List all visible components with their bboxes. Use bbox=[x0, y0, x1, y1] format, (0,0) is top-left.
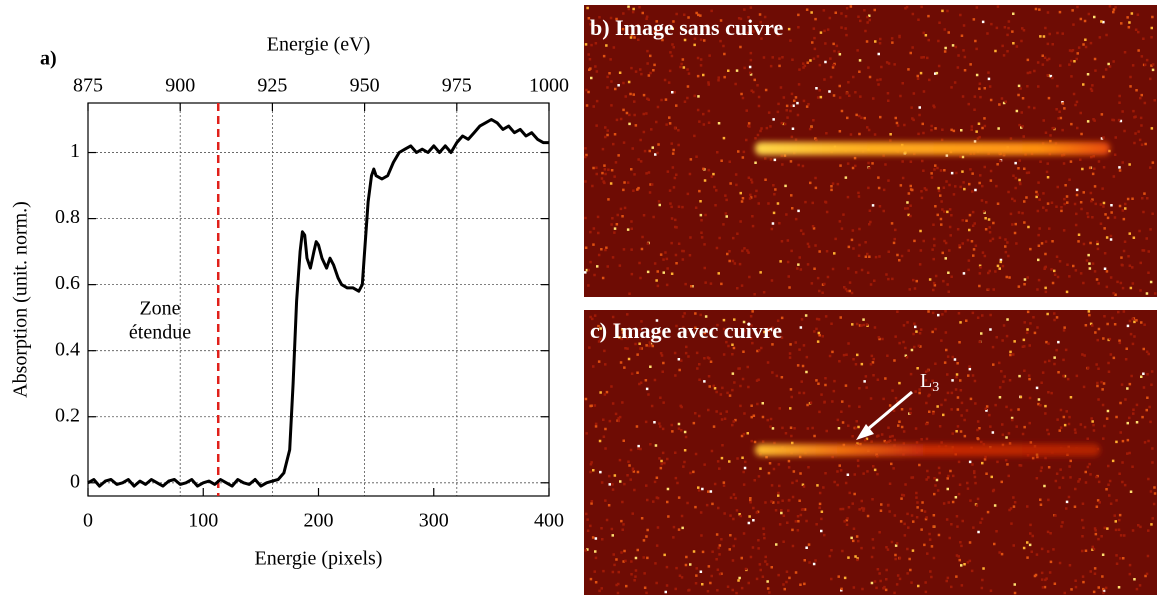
y-tick-label: 0.8 bbox=[55, 206, 80, 228]
x2-tick-label: 975 bbox=[442, 75, 472, 97]
data-line bbox=[87, 118, 549, 488]
image-b: b) Image sans cuivre bbox=[584, 5, 1157, 297]
streak bbox=[755, 142, 1110, 155]
arrow-head bbox=[856, 424, 874, 440]
x-tick-label: 100 bbox=[188, 510, 218, 532]
speckle bbox=[584, 310, 1156, 595]
x-tick-label: 0 bbox=[83, 510, 93, 532]
x-tick-label: 300 bbox=[419, 510, 449, 532]
annotation: étendue bbox=[129, 322, 191, 344]
y-tick-label: 0 bbox=[70, 470, 80, 492]
image-c: c) Image avec cuivre L3 bbox=[584, 310, 1157, 595]
x2-tick-label: 875 bbox=[73, 75, 103, 97]
image-label: b) Image sans cuivre bbox=[590, 15, 784, 40]
annotation: Zone bbox=[139, 298, 180, 320]
annotation-text: L bbox=[920, 370, 932, 392]
x2-tick-label: 900 bbox=[165, 75, 195, 97]
x-axis-label: Energie (pixels) bbox=[255, 548, 383, 570]
arrow bbox=[861, 390, 913, 436]
x-tick-label: 200 bbox=[304, 510, 334, 532]
y-tick-label: 0.2 bbox=[55, 404, 80, 426]
panel-label: a) bbox=[40, 48, 57, 70]
x2-axis-label: Energie (eV) bbox=[267, 34, 370, 56]
x2-tick-label: 925 bbox=[257, 75, 287, 97]
y-tick-label: 0.4 bbox=[55, 338, 80, 360]
speckles bbox=[584, 310, 1157, 595]
streak bbox=[755, 444, 1100, 456]
annotation-subscript: 3 bbox=[932, 380, 939, 395]
annotation: L3 bbox=[920, 370, 939, 396]
y-axis-label: Absorption (unit. norm.) bbox=[10, 201, 32, 398]
y-tick-label: 0.6 bbox=[55, 272, 80, 294]
x2-tick-label: 950 bbox=[350, 75, 380, 97]
image-label: c) Image avec cuivre bbox=[590, 318, 782, 343]
x2-tick-label: 1000 bbox=[529, 75, 569, 97]
y-tick-label: 1 bbox=[70, 140, 80, 162]
plot-a: 0 100 200 300 400 875 900 925 950 975 1000 0 0.2 0.4 0… bbox=[10, 34, 569, 570]
x-tick-label: 400 bbox=[534, 510, 564, 532]
